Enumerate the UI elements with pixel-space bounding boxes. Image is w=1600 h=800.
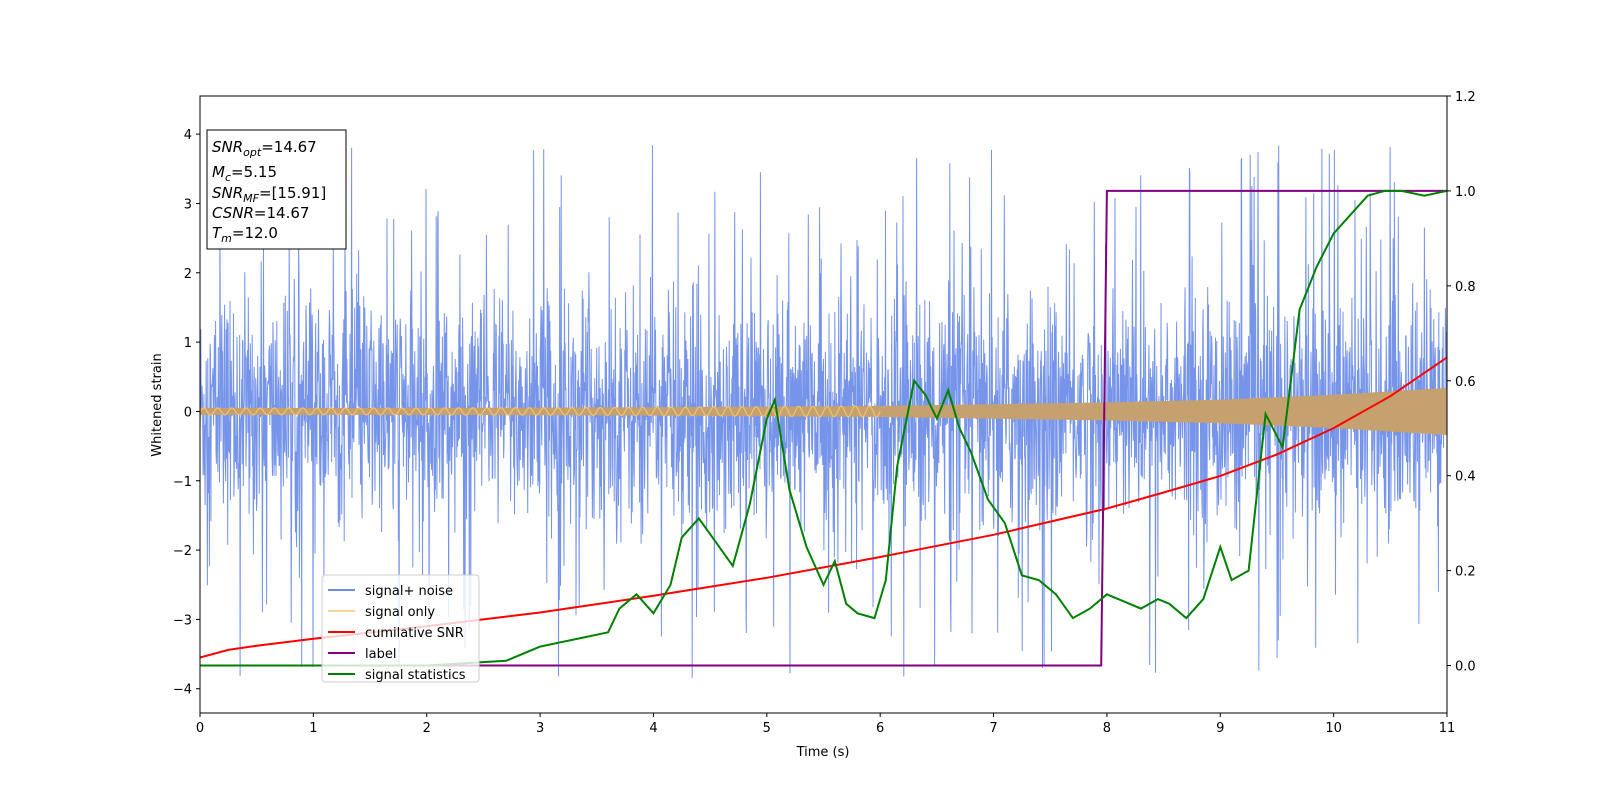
legend-label: signal statistics: [365, 668, 466, 683]
series-cumulative-snr: [200, 356, 1447, 659]
x-tick-label: 9: [1216, 721, 1224, 736]
x-tick-label: 3: [536, 721, 544, 736]
y-tick-label: 3: [184, 197, 192, 212]
series-label: [200, 189, 1447, 667]
series-signal-noise: [200, 145, 1447, 678]
y-tick-label: −2: [173, 544, 192, 559]
x-tick-label: 4: [649, 721, 657, 736]
x-tick-label: 0: [196, 721, 204, 736]
signal-only-trace: [200, 405, 881, 418]
y-tick-label: 1: [184, 336, 192, 351]
x-tick-label: 5: [763, 721, 771, 736]
info-box-frame: [206, 129, 347, 250]
x-tick-label: 1: [309, 721, 317, 736]
legend: signal+ noise signal only cumilative SNR la…: [321, 574, 480, 683]
info-snr-opt: SNRopt=14.67: [212, 138, 317, 159]
y2-tick-label: 0.4: [1455, 470, 1476, 485]
y2-tick-label: 0.8: [1455, 280, 1476, 295]
info-tm: Tm=12.0: [212, 224, 278, 245]
y2-tick-label: 0.0: [1455, 660, 1476, 675]
plot-area: [200, 145, 1447, 678]
y-tick-label: −3: [173, 613, 192, 628]
y-tick-label: 4: [184, 128, 192, 143]
y2-tick-label: 0.2: [1455, 565, 1476, 580]
x-tick-label: 11: [1439, 721, 1456, 736]
legend-label: signal+ noise: [365, 584, 453, 599]
y-tick-label: −1: [173, 475, 192, 490]
legend-label: cumilative SNR: [365, 626, 464, 641]
y-tick-label: 2: [184, 267, 192, 282]
y-tick-label: −4: [173, 683, 192, 698]
y-axis-right: 0.0 0.2 0.4 0.6 0.8 1.0 1.2: [1447, 90, 1476, 675]
y2-tick-label: 1.2: [1455, 90, 1476, 105]
x-axis: 0 1 2 3 4 5 6 7 8 9 10 11: [196, 713, 1455, 736]
y-axis-label: Whitened strain: [150, 353, 165, 456]
series-signal-statistics: [200, 189, 1447, 667]
legend-label: label: [365, 647, 396, 662]
x-tick-label: 6: [876, 721, 884, 736]
legend-label: signal only: [365, 605, 435, 620]
series-signal-only-wave: [200, 405, 881, 418]
x-axis-label: Time (s): [796, 745, 850, 760]
x-tick-label: 7: [989, 721, 997, 736]
legend-frame: [321, 574, 480, 683]
y2-tick-label: 0.6: [1455, 375, 1476, 390]
x-tick-label: 2: [423, 721, 431, 736]
x-tick-label: 8: [1103, 721, 1111, 736]
plot-frame: [199, 95, 1448, 714]
signal-noise-trace: [200, 145, 1447, 678]
info-snr-mf: SNRMF=[15.91]: [212, 184, 326, 205]
info-csnr: CSNR=14.67: [212, 204, 309, 222]
info-box: SNRopt=14.67 Mc=5.15 SNRMF=[15.91] CSNR=…: [206, 129, 347, 250]
y2-tick-label: 1.0: [1455, 185, 1476, 200]
x-tick-label: 10: [1325, 721, 1342, 736]
y-axis-left: −4 −3 −2 −1 0 1 2 3 4: [173, 128, 200, 698]
info-mc: Mc=5.15: [212, 163, 277, 184]
y-tick-label: 0: [184, 405, 192, 420]
